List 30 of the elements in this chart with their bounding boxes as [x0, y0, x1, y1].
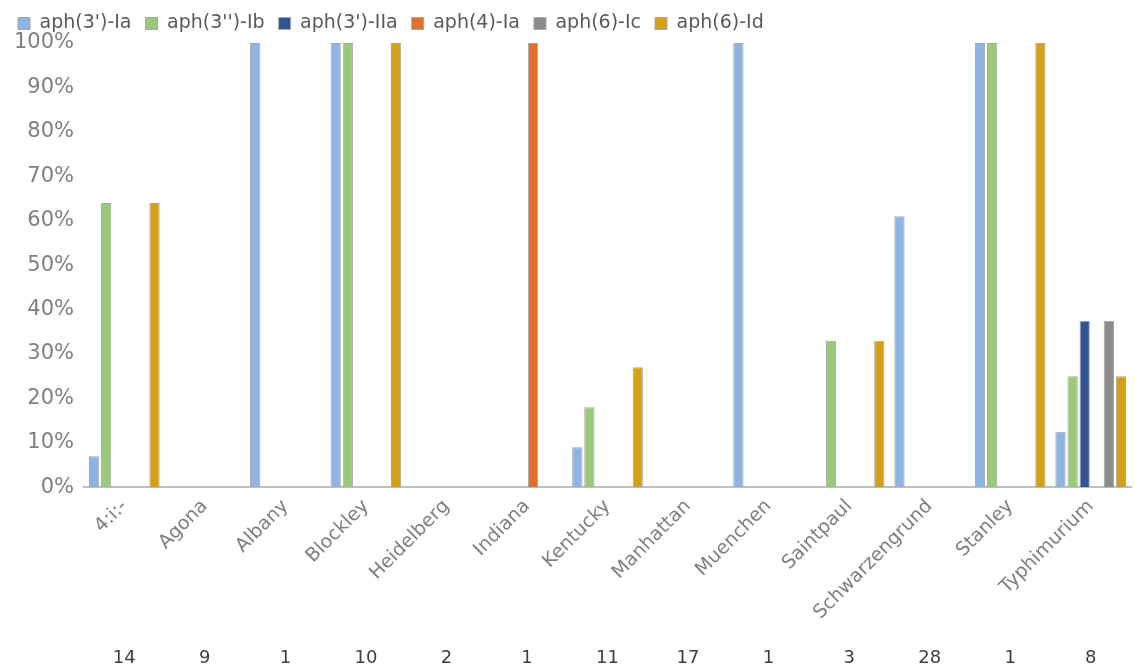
y-tick-label: 90% — [27, 73, 75, 98]
text: 10 — [354, 645, 378, 667]
legend-label: aph(3'')-Ib — [166, 10, 265, 33]
y-tick-label: 10% — [27, 429, 75, 454]
text: 1 — [1004, 645, 1016, 667]
legend-label: aph(6)-Ic — [555, 10, 642, 33]
y-tick-label: 80% — [27, 118, 75, 143]
legend-label: aph(3')-Ia — [39, 10, 132, 33]
y-tick-label: 70% — [27, 162, 75, 187]
text: 28 — [918, 645, 942, 667]
legend-label: aph(6)-Id — [676, 10, 764, 33]
y-tick-label: 50% — [27, 251, 75, 276]
x-tick-label: 4:i:- — [88, 494, 131, 536]
y-tick-label: 40% — [27, 296, 75, 321]
y-tick-label: 60% — [27, 207, 75, 232]
text: 8 — [1085, 645, 1097, 667]
text: 17 — [676, 645, 700, 667]
y-tick-label: 30% — [27, 340, 75, 365]
y-tick-label: 20% — [27, 384, 75, 409]
text: 2 — [440, 645, 453, 667]
text: 1 — [762, 645, 775, 667]
text: 1 — [279, 645, 292, 667]
text: 9 — [199, 645, 211, 667]
text: 11 — [596, 645, 619, 667]
text: 3 — [843, 645, 855, 667]
y-tick-label: 0% — [40, 473, 75, 498]
text: 14 — [112, 645, 136, 667]
legend-label: aph(4)-Ia — [433, 10, 520, 33]
text: 1 — [521, 645, 533, 667]
legend-label: aph(3')-IIa — [300, 10, 398, 33]
